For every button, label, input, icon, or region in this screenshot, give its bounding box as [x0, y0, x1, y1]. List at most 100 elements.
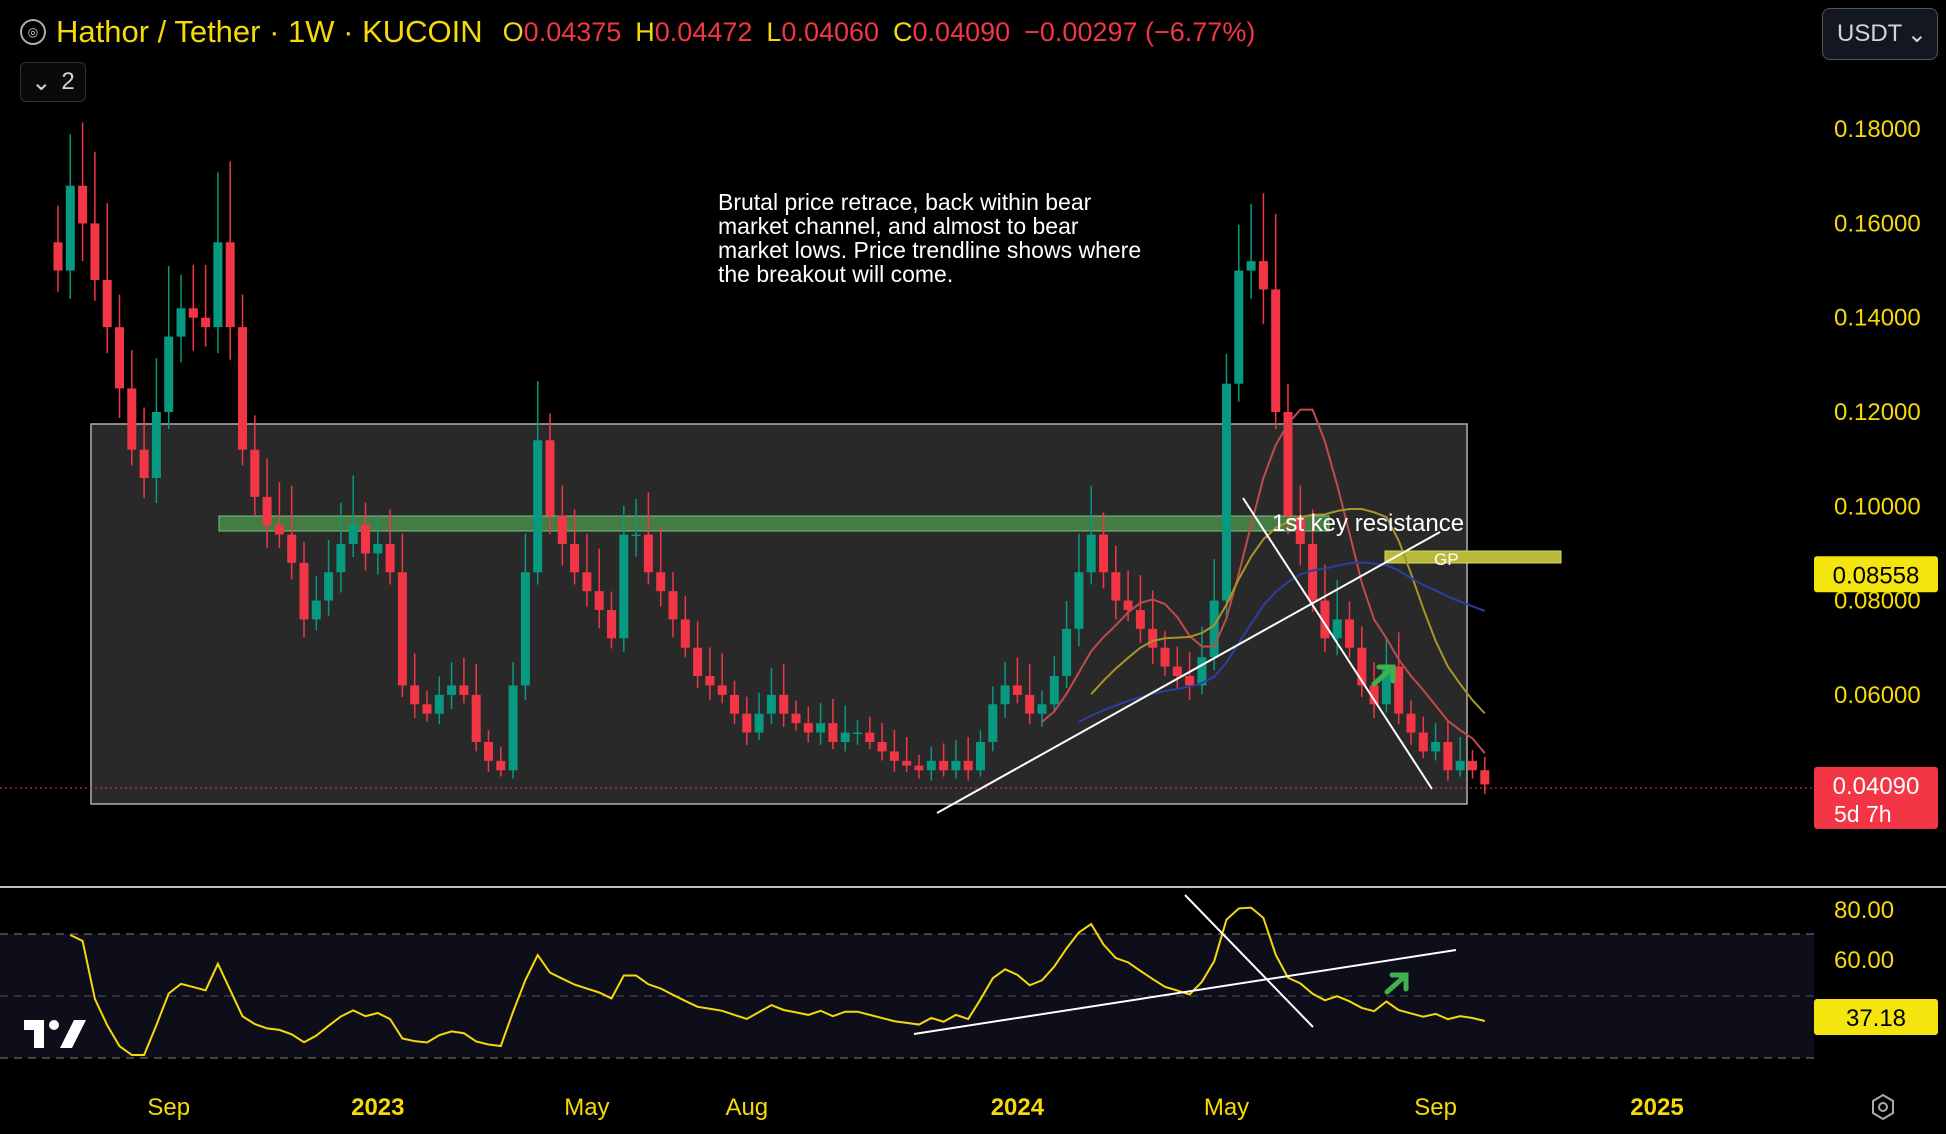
- gp-zone[interactable]: [1384, 550, 1562, 564]
- candle-body[interactable]: [299, 562, 309, 620]
- candle-body[interactable]: [1332, 619, 1342, 639]
- candle-body[interactable]: [533, 440, 543, 573]
- candle-body[interactable]: [1086, 534, 1096, 573]
- candle-body[interactable]: [1258, 261, 1268, 290]
- candle-body[interactable]: [754, 713, 764, 733]
- candle-body[interactable]: [557, 515, 567, 544]
- candle-body[interactable]: [274, 525, 284, 535]
- currency-select[interactable]: USDT ⌄: [1822, 8, 1938, 60]
- candle-body[interactable]: [1480, 770, 1490, 785]
- bear-market-channel[interactable]: [90, 423, 1468, 805]
- candle-body[interactable]: [262, 496, 272, 526]
- rsi-rising-trendline[interactable]: [913, 949, 1457, 1035]
- gp-label[interactable]: GP: [1434, 550, 1459, 569]
- candle-body[interactable]: [434, 694, 444, 714]
- candle-body[interactable]: [766, 694, 776, 714]
- indicator-price-badge[interactable]: [1814, 556, 1938, 593]
- candle-body[interactable]: [164, 336, 174, 412]
- tradingview-logo-icon[interactable]: [24, 1016, 88, 1050]
- candle-body[interactable]: [53, 242, 63, 271]
- candle-body[interactable]: [865, 732, 875, 742]
- candle-body[interactable]: [1320, 600, 1330, 639]
- candle-body[interactable]: [1148, 628, 1158, 648]
- candle-body[interactable]: [680, 619, 690, 648]
- candle-body[interactable]: [828, 723, 838, 742]
- candle-body[interactable]: [1234, 270, 1244, 384]
- falling-trendline[interactable]: [1242, 497, 1433, 790]
- candle-body[interactable]: [1308, 544, 1318, 601]
- candle-body[interactable]: [102, 280, 112, 328]
- candle-body[interactable]: [1074, 572, 1084, 629]
- annotation-text[interactable]: Brutal price retrace, back within bear m…: [718, 189, 1142, 287]
- candle-body[interactable]: [422, 704, 432, 714]
- candle-body[interactable]: [963, 760, 973, 771]
- candle-body[interactable]: [1062, 628, 1072, 676]
- candle-body[interactable]: [1049, 676, 1059, 705]
- candle-body[interactable]: [1443, 742, 1453, 771]
- candle-body[interactable]: [631, 534, 641, 537]
- candle-body[interactable]: [1172, 666, 1182, 676]
- candle-body[interactable]: [988, 704, 998, 742]
- candle-body[interactable]: [816, 723, 826, 733]
- candle-body[interactable]: [853, 732, 862, 735]
- candle-body[interactable]: [213, 242, 223, 328]
- candle-body[interactable]: [1160, 647, 1170, 667]
- rsi-falling-trendline[interactable]: [1184, 894, 1314, 1028]
- candle-body[interactable]: [643, 534, 653, 573]
- candle-body[interactable]: [607, 610, 616, 639]
- candle-body[interactable]: [496, 760, 506, 771]
- candle-body[interactable]: [1345, 619, 1354, 648]
- candle-body[interactable]: [1431, 742, 1441, 752]
- candle-body[interactable]: [779, 694, 789, 714]
- indicators-collapse-button[interactable]: ⌄ 2: [20, 62, 86, 102]
- candle-body[interactable]: [619, 534, 629, 639]
- symbol-title[interactable]: Hathor / Tether · 1W · KUCOIN: [56, 14, 483, 49]
- candle-body[interactable]: [582, 572, 592, 592]
- candle-body[interactable]: [520, 572, 530, 686]
- candle-body[interactable]: [742, 713, 752, 733]
- candle-body[interactable]: [1406, 713, 1416, 733]
- candle-body[interactable]: [730, 694, 739, 714]
- candle-body[interactable]: [877, 742, 887, 752]
- candle-body[interactable]: [508, 685, 518, 771]
- candle-body[interactable]: [287, 534, 297, 563]
- candle-body[interactable]: [348, 525, 358, 544]
- candle-body[interactable]: [1012, 685, 1022, 695]
- candle-body[interactable]: [336, 544, 346, 573]
- candle-body[interactable]: [471, 694, 481, 742]
- candle-body[interactable]: [594, 591, 604, 610]
- candle-body[interactable]: [976, 742, 985, 771]
- candle-body[interactable]: [693, 647, 703, 676]
- symbol-logo-icon[interactable]: ◎: [20, 19, 46, 45]
- candle-body[interactable]: [1468, 760, 1477, 771]
- candle-body[interactable]: [201, 317, 211, 328]
- candle-body[interactable]: [926, 760, 936, 771]
- candle-body[interactable]: [1135, 610, 1145, 629]
- candle-body[interactable]: [115, 327, 124, 389]
- candle-body[interactable]: [361, 525, 370, 554]
- candle-body[interactable]: [459, 685, 469, 695]
- candle-body[interactable]: [1099, 534, 1108, 573]
- candle-body[interactable]: [705, 676, 715, 686]
- candle-body[interactable]: [1037, 704, 1047, 714]
- rsi-value-badge[interactable]: [1814, 999, 1938, 1036]
- candle-body[interactable]: [484, 742, 493, 761]
- candle-body[interactable]: [1197, 657, 1207, 686]
- candle-body[interactable]: [656, 572, 666, 592]
- candle-body[interactable]: [791, 713, 801, 724]
- candle-body[interactable]: [447, 685, 457, 695]
- candle-body[interactable]: [668, 591, 678, 620]
- candle-body[interactable]: [1185, 676, 1195, 686]
- candle-body[interactable]: [570, 544, 580, 573]
- candle-body[interactable]: [139, 449, 149, 478]
- candle-body[interactable]: [1209, 600, 1219, 658]
- rising-trendline[interactable]: [936, 531, 1441, 814]
- candle-body[interactable]: [902, 760, 912, 766]
- candle-body[interactable]: [1000, 685, 1010, 705]
- candle-body[interactable]: [1271, 289, 1281, 412]
- candle-body[interactable]: [1025, 694, 1035, 714]
- candle-body[interactable]: [127, 388, 137, 450]
- candle-body[interactable]: [1111, 572, 1121, 601]
- candle-body[interactable]: [373, 544, 383, 554]
